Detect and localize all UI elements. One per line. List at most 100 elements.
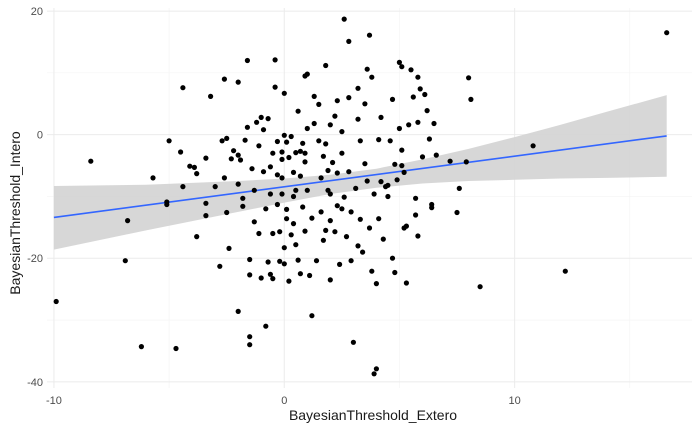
data-point — [366, 225, 373, 231]
data-point — [240, 195, 246, 201]
data-point — [371, 191, 377, 197]
data-point — [180, 184, 186, 190]
data-point — [332, 113, 338, 119]
data-point — [406, 122, 412, 128]
data-point — [297, 173, 303, 179]
data-point — [300, 140, 306, 146]
data-point — [447, 158, 453, 164]
data-point — [247, 256, 253, 263]
data-point — [346, 95, 352, 101]
data-point — [348, 209, 354, 215]
data-point — [231, 148, 237, 154]
data-point — [281, 245, 287, 251]
data-point — [433, 152, 439, 158]
data-point — [293, 150, 299, 156]
x-tick-label: -10 — [46, 395, 62, 407]
data-point — [355, 85, 361, 91]
y-tick-label: -20 — [27, 253, 43, 265]
data-point — [284, 216, 290, 222]
data-point — [295, 257, 301, 263]
data-point — [251, 187, 257, 193]
data-point — [267, 191, 273, 197]
data-point — [339, 206, 345, 212]
data-point — [339, 129, 345, 135]
data-point — [417, 86, 423, 92]
data-point — [309, 215, 315, 221]
data-point — [413, 212, 419, 218]
data-point — [346, 38, 352, 45]
data-point — [343, 234, 350, 240]
data-point — [309, 313, 315, 319]
data-point — [431, 120, 437, 127]
data-point — [477, 284, 483, 290]
data-point — [281, 132, 287, 138]
data-point — [419, 154, 426, 160]
data-point — [208, 93, 214, 99]
data-point — [304, 187, 310, 193]
data-point — [311, 93, 317, 99]
data-point — [320, 237, 326, 243]
data-point — [346, 169, 352, 175]
data-point — [562, 268, 568, 274]
data-point — [203, 200, 209, 206]
data-point — [394, 177, 400, 183]
data-point — [237, 157, 244, 163]
data-point — [242, 137, 248, 143]
data-point — [392, 269, 398, 276]
data-point — [270, 230, 276, 237]
data-points — [53, 16, 670, 377]
data-point — [387, 138, 393, 144]
data-point — [371, 371, 377, 377]
data-point — [401, 169, 407, 175]
data-point — [366, 32, 373, 38]
data-point — [376, 137, 382, 143]
data-point — [191, 164, 197, 170]
data-point — [286, 278, 292, 284]
data-point — [399, 147, 405, 153]
data-point — [355, 116, 361, 122]
data-point — [468, 96, 474, 102]
data-point — [392, 161, 398, 167]
data-point — [279, 149, 285, 155]
data-point — [339, 150, 345, 156]
data-point — [274, 201, 280, 208]
data-point — [53, 298, 59, 305]
data-point — [330, 159, 336, 166]
data-point — [178, 149, 184, 155]
data-point — [247, 342, 253, 348]
data-point — [194, 171, 200, 177]
data-point — [187, 163, 193, 169]
data-point — [466, 75, 472, 81]
x-tick-label: 0 — [281, 395, 287, 407]
data-point — [373, 366, 379, 372]
data-point — [389, 96, 396, 102]
data-point — [249, 166, 255, 172]
confidence-band — [53, 95, 667, 250]
data-point — [380, 236, 386, 242]
data-point — [403, 223, 409, 229]
data-point — [355, 243, 361, 249]
data-point — [304, 125, 310, 132]
data-point — [334, 170, 340, 176]
data-point — [219, 138, 225, 144]
data-point — [272, 57, 278, 63]
data-point — [272, 84, 278, 90]
data-point — [353, 185, 359, 191]
data-point — [415, 233, 421, 239]
data-point — [235, 152, 241, 158]
data-point — [251, 219, 257, 225]
data-point — [362, 161, 368, 167]
data-point — [350, 339, 356, 345]
data-point — [302, 150, 308, 156]
data-point — [385, 182, 391, 188]
data-point — [429, 205, 435, 211]
data-point — [260, 127, 267, 133]
data-point — [364, 178, 370, 184]
data-point — [122, 258, 128, 264]
data-point — [173, 345, 179, 352]
data-point — [244, 57, 250, 64]
data-point — [426, 136, 432, 142]
data-point — [454, 209, 460, 216]
